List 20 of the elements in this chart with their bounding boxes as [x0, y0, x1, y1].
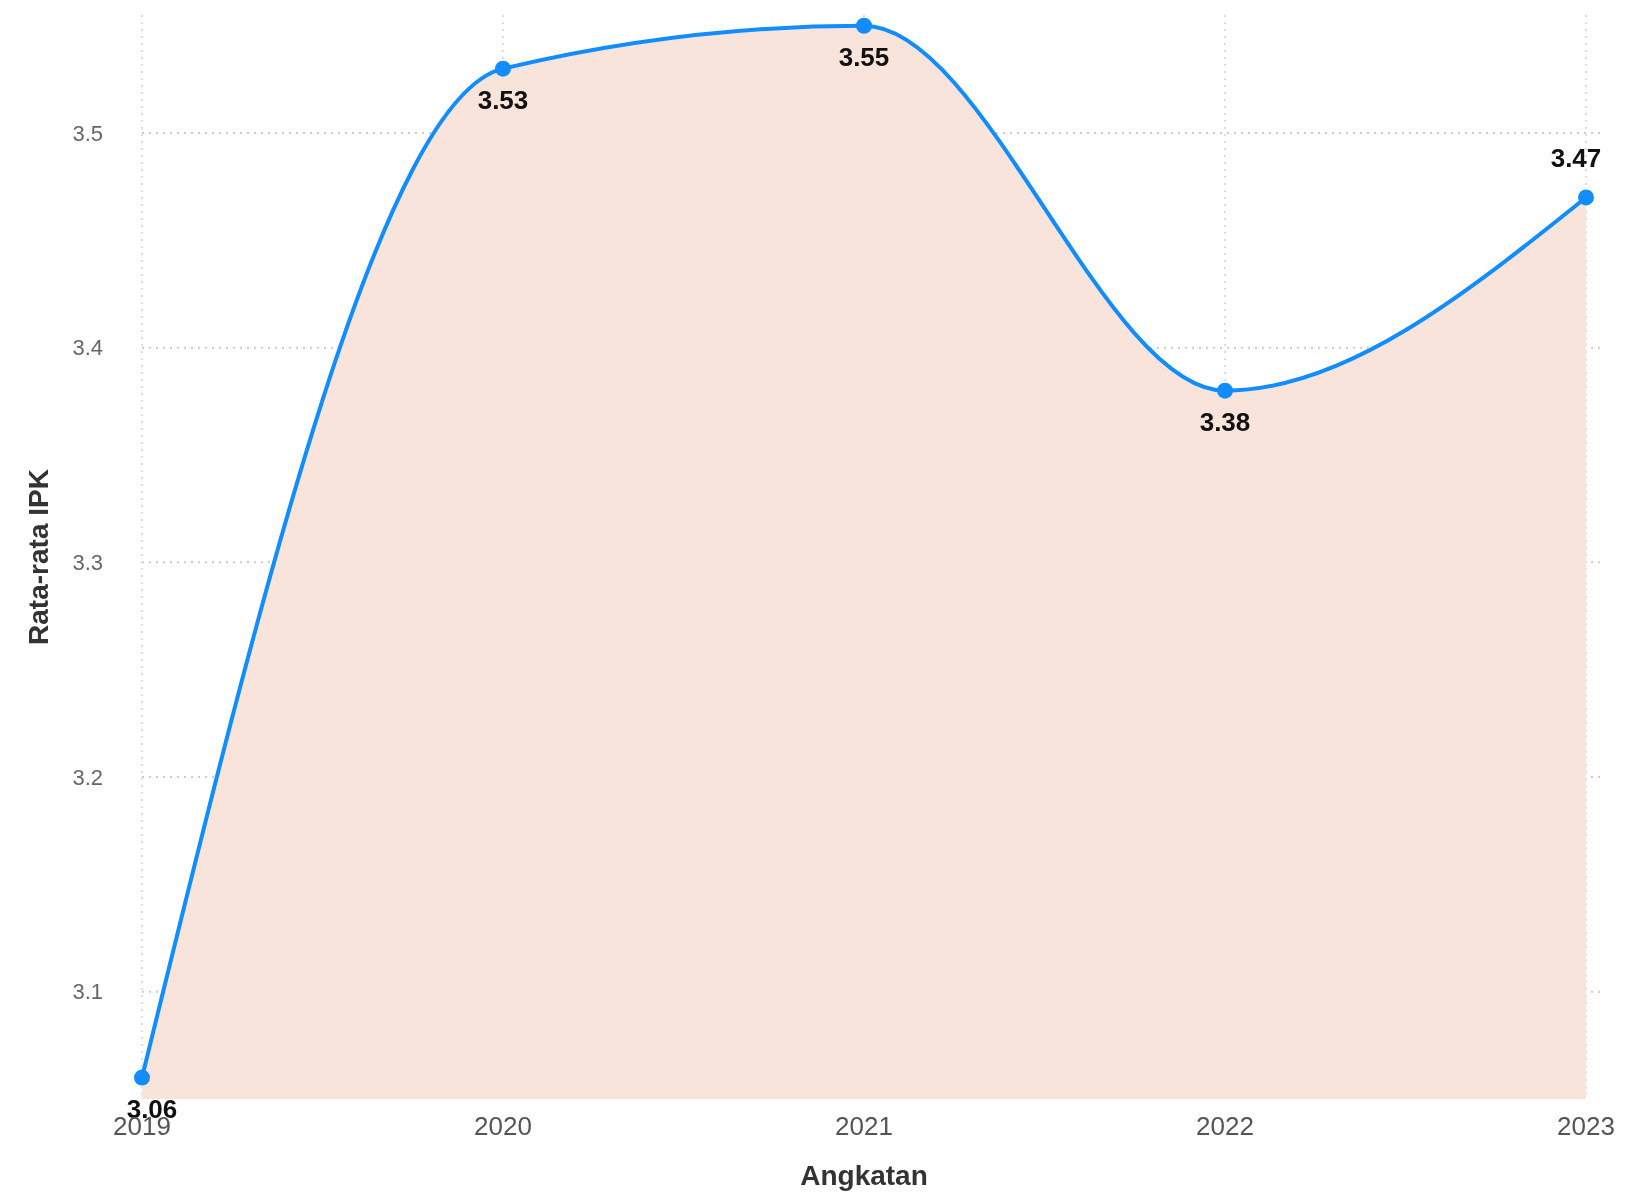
point [495, 60, 511, 77]
x-tick-label: 2023 [1557, 1111, 1615, 1141]
data-label: 3.55 [838, 41, 890, 72]
x-axis-title: Angkatan [800, 1160, 928, 1191]
y-tick-label: 3.4 [72, 335, 103, 361]
x-tick-label: 2020 [474, 1111, 532, 1141]
data-label: 3.47 [1550, 143, 1602, 174]
data-label: 3.53 [477, 84, 529, 115]
y-tick-label: 3.5 [72, 120, 103, 146]
y-tick-label: 3.1 [72, 979, 103, 1005]
x-tick-label: 2022 [1196, 1111, 1254, 1141]
point [134, 1069, 150, 1086]
point [1578, 189, 1594, 206]
data-label: 3.38 [1199, 406, 1251, 437]
y-axis-title: Rata-rata IPK [23, 469, 54, 645]
point [1217, 382, 1233, 399]
point [856, 17, 872, 34]
y-tick-label: 3.2 [72, 764, 103, 790]
x-tick-label: 2021 [835, 1111, 893, 1141]
y-tick-label: 3.3 [72, 550, 103, 576]
